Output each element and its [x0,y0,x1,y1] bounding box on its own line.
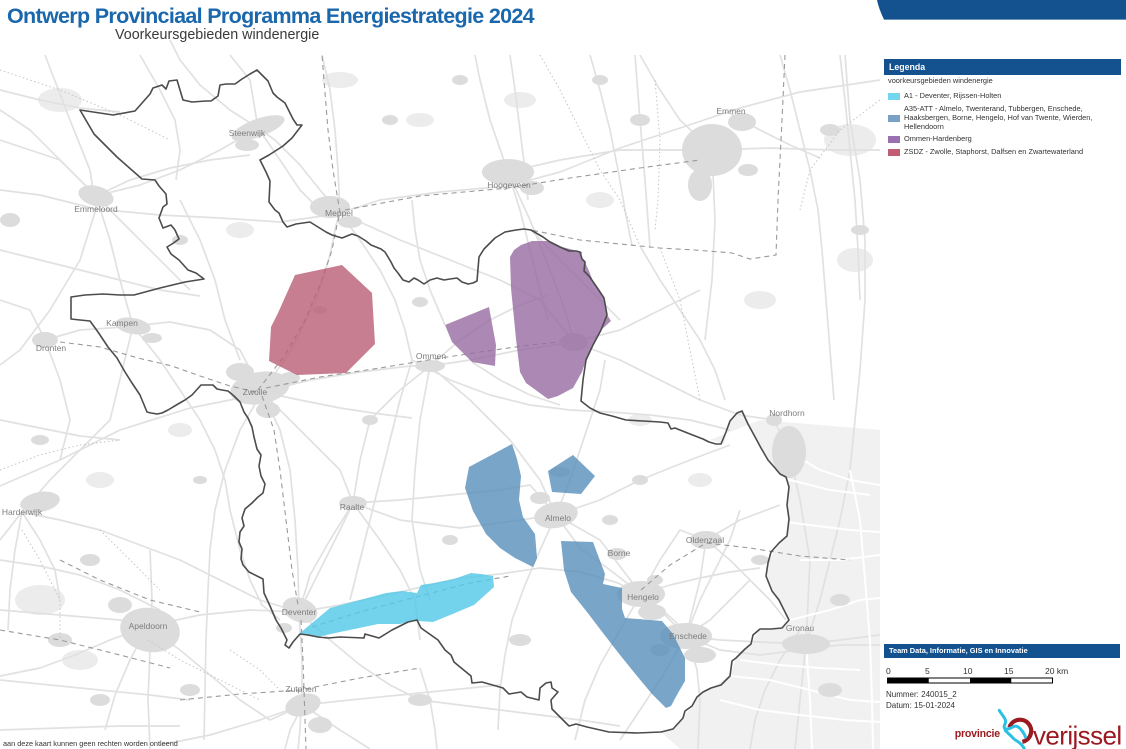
svg-text:Ommen: Ommen [416,351,447,361]
svg-text:Almelo: Almelo [545,513,571,523]
svg-text:Hengelo: Hengelo [627,592,659,602]
svg-text:Meppel: Meppel [325,208,353,218]
svg-text:Emmeloord: Emmeloord [74,204,118,214]
svg-text:Raalte: Raalte [340,502,365,512]
svg-text:Harderwijk: Harderwijk [2,507,43,517]
svg-text:Emmen: Emmen [716,106,746,116]
svg-text:Oldenzaal: Oldenzaal [686,535,724,545]
svg-text:Steenwijk: Steenwijk [229,128,266,138]
svg-text:Kampen: Kampen [106,318,138,328]
svg-text:20 km: 20 km [1045,666,1068,676]
svg-text:Zutphen: Zutphen [285,684,316,694]
svg-text:Enschede: Enschede [669,631,707,641]
svg-text:Zwolle: Zwolle [243,387,268,397]
svg-text:Hoogeveen: Hoogeveen [487,180,531,190]
svg-text:Deventer: Deventer [282,607,317,617]
svg-text:Borne: Borne [608,548,631,558]
svg-text:Nordhorn: Nordhorn [769,408,805,418]
svg-text:5: 5 [925,666,930,676]
svg-text:Dronten: Dronten [36,343,67,353]
svg-text:15: 15 [1004,666,1014,676]
svg-text:verijssel: verijssel [1033,721,1122,749]
svg-text:0: 0 [886,666,891,676]
svg-text:provincie: provincie [955,728,1001,740]
svg-text:10: 10 [963,666,973,676]
svg-text:Gronau: Gronau [786,623,815,633]
svg-text:Apeldoorn: Apeldoorn [129,621,168,631]
